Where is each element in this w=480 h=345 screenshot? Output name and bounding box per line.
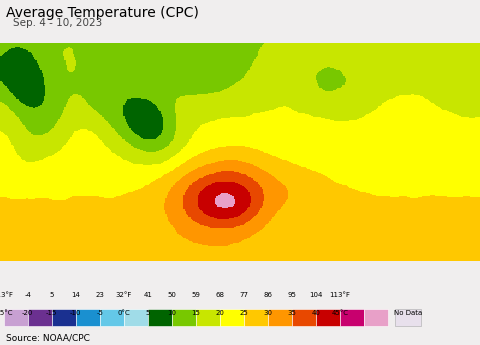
Text: 23: 23 [96,292,104,298]
Text: 5: 5 [49,292,54,298]
Bar [4,309,28,326]
Text: -10: -10 [70,310,82,316]
Bar [395,309,421,326]
Text: 77: 77 [240,292,248,298]
Text: 10: 10 [168,310,176,316]
Bar [220,309,244,326]
Text: 20: 20 [216,310,224,316]
Text: No Data: No Data [394,310,422,316]
Text: 5: 5 [145,310,150,316]
Text: 15: 15 [192,310,200,316]
Text: 104: 104 [309,292,323,298]
Text: 68: 68 [216,292,224,298]
Bar [76,309,100,326]
Bar [100,309,124,326]
Bar [28,309,52,326]
Bar [364,309,388,326]
Text: 40: 40 [312,310,320,316]
Bar [172,309,196,326]
Text: 35: 35 [288,310,296,316]
Bar [244,309,268,326]
Text: 0°C: 0°C [118,310,130,316]
Bar [52,309,76,326]
Bar [124,309,148,326]
Text: 45°C: 45°C [331,310,348,316]
Bar [148,309,172,326]
Bar [316,309,340,326]
Text: 41: 41 [144,292,152,298]
Text: -4: -4 [24,292,31,298]
Text: -15: -15 [46,310,58,316]
Text: 32°F: 32°F [116,292,132,298]
Text: 86: 86 [264,292,272,298]
Bar [196,309,220,326]
Text: 14: 14 [72,292,80,298]
Text: 113°F: 113°F [329,292,350,298]
Text: 30: 30 [264,310,272,316]
Bar [268,309,292,326]
Text: -25°C: -25°C [0,310,13,316]
Text: -5: -5 [96,310,103,316]
Text: 95: 95 [288,292,296,298]
Text: -13°F: -13°F [0,292,13,298]
Bar [340,309,364,326]
Text: 50: 50 [168,292,176,298]
Text: 59: 59 [192,292,200,298]
Text: Average Temperature (CPC): Average Temperature (CPC) [6,6,199,20]
Text: 25: 25 [240,310,248,316]
Text: Sep. 4 - 10, 2023: Sep. 4 - 10, 2023 [13,18,103,28]
Bar [292,309,316,326]
Text: Source: NOAA/CPC: Source: NOAA/CPC [6,333,90,342]
Text: -20: -20 [22,310,34,316]
